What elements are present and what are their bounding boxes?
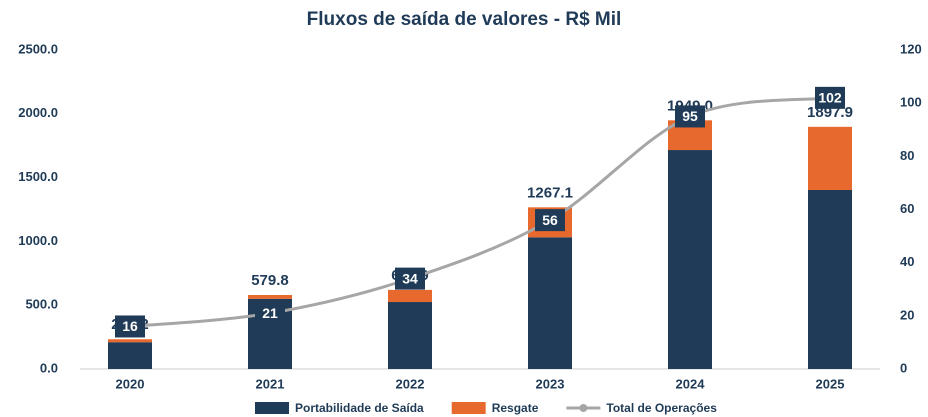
x-tick-label: 2023 bbox=[536, 376, 565, 391]
x-tick-label: 2024 bbox=[676, 376, 706, 391]
y-tick-label: 500.0 bbox=[25, 297, 58, 312]
y-tick-label: 1500.0 bbox=[18, 169, 58, 184]
data-label: 56 bbox=[542, 212, 558, 228]
y-tick-label: 2000.0 bbox=[18, 105, 58, 120]
y-tick-label: 2500.0 bbox=[18, 41, 58, 56]
bar-segment bbox=[388, 289, 432, 303]
data-label: 16 bbox=[122, 318, 138, 334]
line bbox=[129, 96, 831, 328]
data-label-box bbox=[395, 267, 425, 290]
y2-tick-label: 60 bbox=[900, 201, 914, 216]
legend-label: Resgate bbox=[492, 401, 539, 415]
bar-segment bbox=[248, 295, 292, 299]
bar-segment bbox=[388, 302, 432, 369]
x-tick-label: 2021 bbox=[256, 376, 285, 391]
legend-swatch bbox=[255, 402, 289, 414]
bar-segment bbox=[668, 150, 712, 369]
total-label: 579.8 bbox=[251, 272, 289, 289]
y-tick-label: 1000.0 bbox=[18, 233, 58, 248]
y2-tick-label: 40 bbox=[900, 254, 914, 269]
chart-title: Fluxos de saída de valores - R$ Mil bbox=[307, 9, 622, 30]
bar-segment bbox=[808, 126, 852, 190]
legend-label: Portabilidade de Saída bbox=[295, 401, 424, 415]
x-tick-label: 2025 bbox=[816, 376, 845, 391]
bar-segment bbox=[108, 339, 152, 343]
total-label: 1267.1 bbox=[527, 184, 573, 201]
legend-label: Total de Operações bbox=[606, 401, 717, 415]
data-label-box bbox=[535, 209, 565, 232]
y2-tick-label: 80 bbox=[900, 148, 914, 163]
data-label: 95 bbox=[682, 108, 698, 124]
y2-tick-label: 100 bbox=[900, 95, 922, 110]
bar-segment bbox=[808, 189, 852, 369]
data-label: 34 bbox=[402, 270, 418, 286]
bar-segment bbox=[108, 342, 152, 369]
data-label: 21 bbox=[262, 305, 278, 321]
x-tick-label: 2022 bbox=[396, 376, 425, 391]
bar-segment bbox=[528, 237, 572, 369]
data-label: 102 bbox=[818, 90, 842, 106]
legend-swatch bbox=[451, 402, 486, 414]
y2-tick-label: 0 bbox=[900, 360, 907, 375]
data-label-box bbox=[255, 302, 285, 325]
data-label-box bbox=[815, 86, 845, 109]
y2-tick-label: 20 bbox=[900, 307, 914, 322]
legend-marker bbox=[579, 404, 588, 412]
data-label-box bbox=[115, 315, 145, 338]
y-tick-label: 0.0 bbox=[40, 360, 58, 375]
y2-tick-label: 120 bbox=[900, 41, 922, 56]
x-tick-label: 2020 bbox=[116, 376, 145, 391]
data-label-box bbox=[675, 105, 705, 128]
